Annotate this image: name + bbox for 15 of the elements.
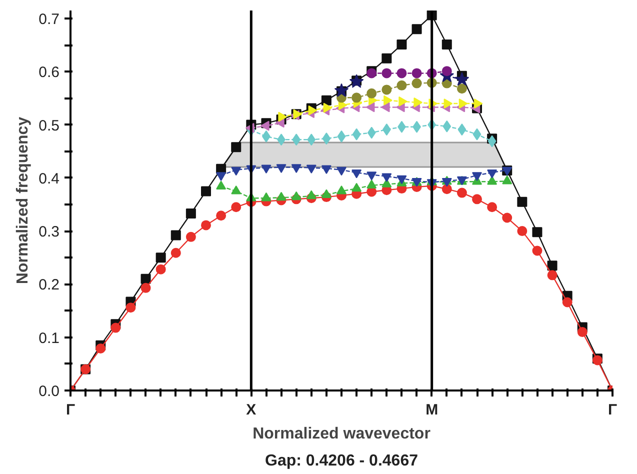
x-tick-label: Γ bbox=[608, 402, 618, 418]
y-tick-label: 0.6 bbox=[38, 64, 60, 82]
y-tick-label: 0.3 bbox=[38, 224, 60, 241]
x-axis-title: Normalized wavevector bbox=[252, 426, 430, 442]
y-axis-title: Normalized frequency bbox=[14, 116, 32, 284]
y-tick-label: 0.5 bbox=[38, 117, 60, 134]
y-tick-label: 0.2 bbox=[38, 276, 60, 294]
y-tick-label: 0.7 bbox=[38, 10, 60, 28]
y-tick-label: 0.0 bbox=[38, 383, 60, 400]
x-tick-label: Γ bbox=[66, 402, 76, 418]
y-tick-label: 0.4 bbox=[38, 170, 60, 188]
text: Gap: 0.4206 - 0.4667 bbox=[265, 452, 418, 470]
y-tick-label: 0.1 bbox=[38, 330, 60, 347]
x-tick-label: X bbox=[246, 402, 256, 418]
x-tick-label: M bbox=[426, 402, 438, 418]
